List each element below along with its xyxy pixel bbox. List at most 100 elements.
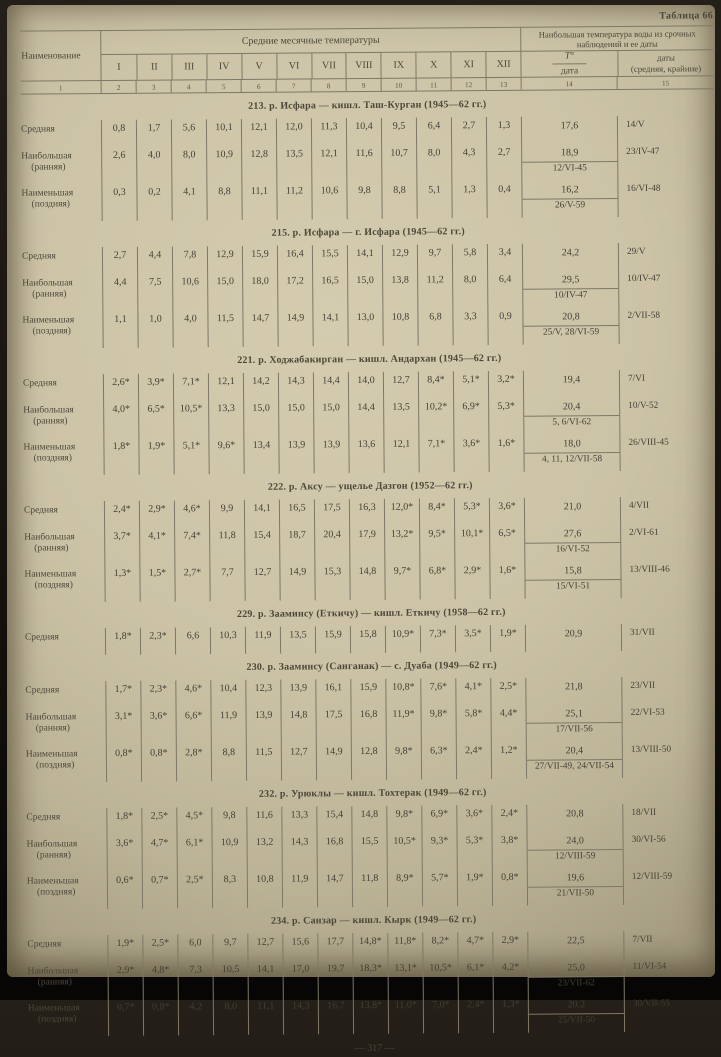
month-temp-value: 13,9 bbox=[278, 436, 314, 474]
month-temp-value: 11,2 bbox=[276, 182, 312, 220]
month-temp-value: 1,3* bbox=[492, 995, 529, 1033]
month-temp-value: 9,5* bbox=[419, 525, 455, 563]
page-content: Таблица 66 Наименование Средние месячные… bbox=[7, 2, 721, 1057]
max-temp-cell: 29,5 10/IV-47 bbox=[522, 269, 619, 308]
max-temp-value: 19,6 bbox=[566, 872, 585, 884]
month-temp-value: 16,3 bbox=[348, 498, 385, 527]
date-cell: 10/V-52 bbox=[619, 396, 717, 434]
month-temp-value: 10,6 bbox=[172, 273, 208, 311]
name-column-header: Наименование bbox=[21, 50, 81, 62]
month-col-header: III bbox=[171, 54, 207, 80]
max-temp-date: 16/VI-52 bbox=[525, 541, 621, 556]
month-temp-value: 13,8* bbox=[352, 996, 389, 1035]
month-temp-value: 8,8 bbox=[210, 743, 247, 782]
month-temp-value: 15,3 bbox=[314, 563, 350, 601]
month-temp-value: 14,8 bbox=[351, 805, 387, 834]
month-temp-value: 12,7 bbox=[244, 563, 280, 601]
max-temp-cell: 20,4 5, 6/VI-62 bbox=[523, 396, 620, 435]
month-temp-value: 4,7* bbox=[457, 931, 493, 960]
month-temp-value: 3,6* bbox=[140, 707, 176, 745]
month-temp-value: 17,5 bbox=[315, 706, 351, 744]
month-temp-value: 2,3* bbox=[140, 680, 176, 708]
column-number: 3 bbox=[135, 80, 171, 93]
month-temp-value: 0,9 bbox=[487, 307, 523, 346]
table-row: Наименьшая (поздняя) 1,1 1,0 4,0 11,5 14,7 14,9… bbox=[22, 306, 716, 349]
month-temp-value: 14,3 bbox=[281, 833, 317, 871]
table-row: Наибольшая (ранняя) 2,6 4,0 8,0 10,9 12,8 13,5 1… bbox=[21, 142, 715, 185]
month-temp-value: 6,1* bbox=[457, 958, 493, 997]
month-temp-value: 11,1 bbox=[247, 997, 284, 1035]
month-temp-value: 1,7* bbox=[105, 680, 141, 709]
max-temp-value: 22,5 bbox=[567, 935, 585, 947]
month-temp-value: 18,0 bbox=[242, 272, 278, 310]
month-temp-value: 7,1* bbox=[172, 373, 209, 401]
month-temp-value: 3,3 bbox=[452, 308, 488, 346]
month-temp-value: 6,5* bbox=[138, 400, 174, 438]
month-temp-value: 3,4 bbox=[486, 243, 523, 272]
max-temp-cell: 21,8 bbox=[525, 676, 622, 705]
month-temp-value: 11,9 bbox=[244, 626, 281, 654]
max-temp-cell: 18,0 4, 11, 12/VII-58 bbox=[523, 433, 620, 472]
month-temp-value: 13,5 bbox=[276, 145, 312, 183]
month-temp-value: 11,9 bbox=[210, 706, 246, 745]
month-temp-value: 15,0 bbox=[207, 272, 243, 311]
month-temp-value: 3,7* bbox=[104, 527, 140, 566]
date-cell: 7/VI bbox=[618, 369, 717, 397]
table-row: Наибольшая (ранняя) 2,9* 4,8* 7,3 10,5 14,1 17,… bbox=[27, 957, 721, 1000]
max-temp-value: 27,6 bbox=[563, 528, 582, 540]
month-temp-value: 10,5* bbox=[386, 832, 422, 870]
month-temp-value: 19,7 bbox=[317, 960, 353, 998]
month-temp-value: 9,5 bbox=[380, 117, 417, 145]
month-temp-value: 6,8* bbox=[419, 562, 455, 600]
month-temp-value: 2,6* bbox=[102, 373, 139, 402]
column-number: 10 bbox=[380, 78, 416, 91]
month-col-header: XII bbox=[485, 51, 521, 78]
month-temp-value: 14,9 bbox=[277, 309, 313, 347]
date-cell: 22/VI-53 bbox=[621, 703, 719, 741]
section-title: 234. р. Санзар — кишл. Кырк (1949—62 гг.… bbox=[270, 914, 477, 927]
month-temp-value: 1,9* bbox=[489, 624, 526, 653]
month-temp-value: 4,0 bbox=[136, 146, 172, 184]
month-temp-value: 15,0 bbox=[243, 399, 279, 437]
month-col-header: IV bbox=[206, 53, 242, 80]
month-temp-value: 11,3 bbox=[310, 118, 347, 146]
month-temp-value: 14,1 bbox=[346, 244, 383, 273]
month-temp-value: 15,5 bbox=[351, 832, 387, 871]
month-temp-value: 1,9* bbox=[138, 437, 174, 475]
month-temp-value: 9,6* bbox=[208, 436, 244, 475]
date-cell: 30/VI-56 bbox=[622, 830, 720, 868]
row-label: Наименьшая (поздняя) bbox=[27, 1003, 80, 1025]
month-temp-value: 14,2 bbox=[242, 372, 279, 400]
row-label: Наибольшая (ранняя) bbox=[27, 966, 79, 988]
date-cell: 14/V bbox=[616, 115, 715, 143]
row-label: Наименьшая (поздняя) bbox=[26, 876, 79, 898]
month-temp-value: 8,4* bbox=[417, 371, 454, 399]
date-cell: 23/VII bbox=[621, 676, 719, 704]
month-temp-value: 9,8* bbox=[420, 705, 456, 743]
row-label: Средняя bbox=[27, 939, 62, 950]
max-temp-date: 4, 11, 12/VII-58 bbox=[524, 451, 620, 466]
month-col-header: VI bbox=[275, 53, 312, 79]
month-temp-value: 5,3* bbox=[456, 832, 492, 870]
month-temp-value: 6,4 bbox=[487, 270, 523, 309]
max-temp-date: 12/VIII-59 bbox=[527, 848, 623, 863]
month-temp-value: 17,5 bbox=[313, 499, 350, 527]
month-temp-value: 2,5* bbox=[142, 934, 178, 962]
table-row: Наименьшая (поздняя) 0,3 0,2 4,1 8,8 11,1 11,2 1… bbox=[21, 179, 715, 222]
month-temp-value: 12,7 bbox=[280, 743, 317, 781]
column-number: 11 bbox=[415, 78, 451, 91]
month-temp-value: 16,1 bbox=[315, 679, 351, 707]
month-temp-value: 14,8 bbox=[349, 562, 385, 601]
date-cell: 16/VI-48 bbox=[617, 179, 715, 217]
month-temp-value: 20,4 bbox=[314, 526, 350, 564]
month-temp-value: 12,9 bbox=[206, 245, 243, 274]
month-temp-value: 2,3* bbox=[139, 627, 176, 655]
dates-column-header: даты (средняя, крайние) bbox=[617, 50, 714, 76]
month-temp-value: 13,5 bbox=[383, 398, 419, 436]
month-temp-value: 15,9 bbox=[350, 678, 386, 707]
month-temp-value: 2,6 bbox=[101, 146, 137, 185]
month-temp-value: 15,0 bbox=[278, 399, 314, 437]
month-temp-value: 1,9* bbox=[456, 868, 493, 907]
month-temp-value: 1,8* bbox=[104, 627, 141, 656]
month-temp-value: 0,6* bbox=[106, 871, 143, 910]
